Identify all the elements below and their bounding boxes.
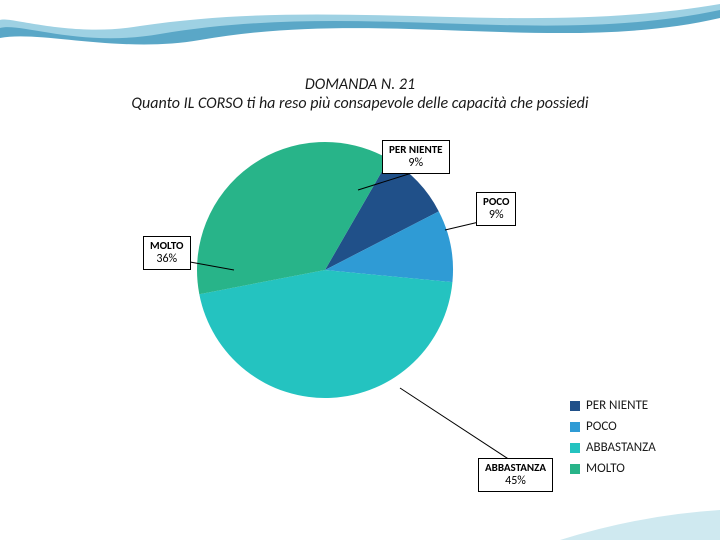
legend: PER NIENTE POCO ABBASTANZA MOLTO	[570, 398, 656, 482]
callout-pct: 36%	[150, 252, 184, 266]
callout-label: PER NIENTE	[389, 143, 443, 156]
callout-pct: 9%	[389, 156, 443, 170]
legend-label: PER NIENTE	[586, 398, 648, 413]
callout-molto: MOLTO 36%	[143, 236, 191, 270]
legend-swatch	[570, 401, 580, 411]
legend-label: POCO	[586, 419, 617, 434]
callout-label: MOLTO	[150, 239, 184, 252]
legend-swatch	[570, 443, 580, 453]
legend-swatch	[570, 422, 580, 432]
legend-label: ABBASTANZA	[586, 440, 656, 455]
legend-swatch	[570, 464, 580, 474]
pie-slice-abbastanza	[199, 270, 452, 398]
legend-item: MOLTO	[570, 461, 656, 476]
callout-per-niente: PER NIENTE 9%	[382, 140, 450, 174]
corner-accent	[560, 510, 720, 540]
legend-label: MOLTO	[586, 461, 625, 476]
title-line1: DOMANDA N. 21	[0, 75, 720, 94]
legend-item: POCO	[570, 419, 656, 434]
chart-title: DOMANDA N. 21 Quanto IL CORSO ti ha reso…	[0, 75, 720, 113]
callout-abbastanza: ABBASTANZA 45%	[478, 458, 553, 492]
callout-poco: POCO 9%	[476, 192, 516, 226]
pie-chart	[195, 140, 455, 400]
callout-label: ABBASTANZA	[485, 461, 546, 474]
wave-decor-top	[0, 0, 720, 70]
callout-pct: 9%	[483, 208, 509, 222]
title-line2: Quanto IL CORSO ti ha reso più consapevo…	[0, 94, 720, 113]
legend-item: PER NIENTE	[570, 398, 656, 413]
callout-pct: 45%	[485, 474, 546, 488]
pie-svg	[195, 140, 455, 400]
legend-item: ABBASTANZA	[570, 440, 656, 455]
callout-label: POCO	[483, 195, 509, 208]
